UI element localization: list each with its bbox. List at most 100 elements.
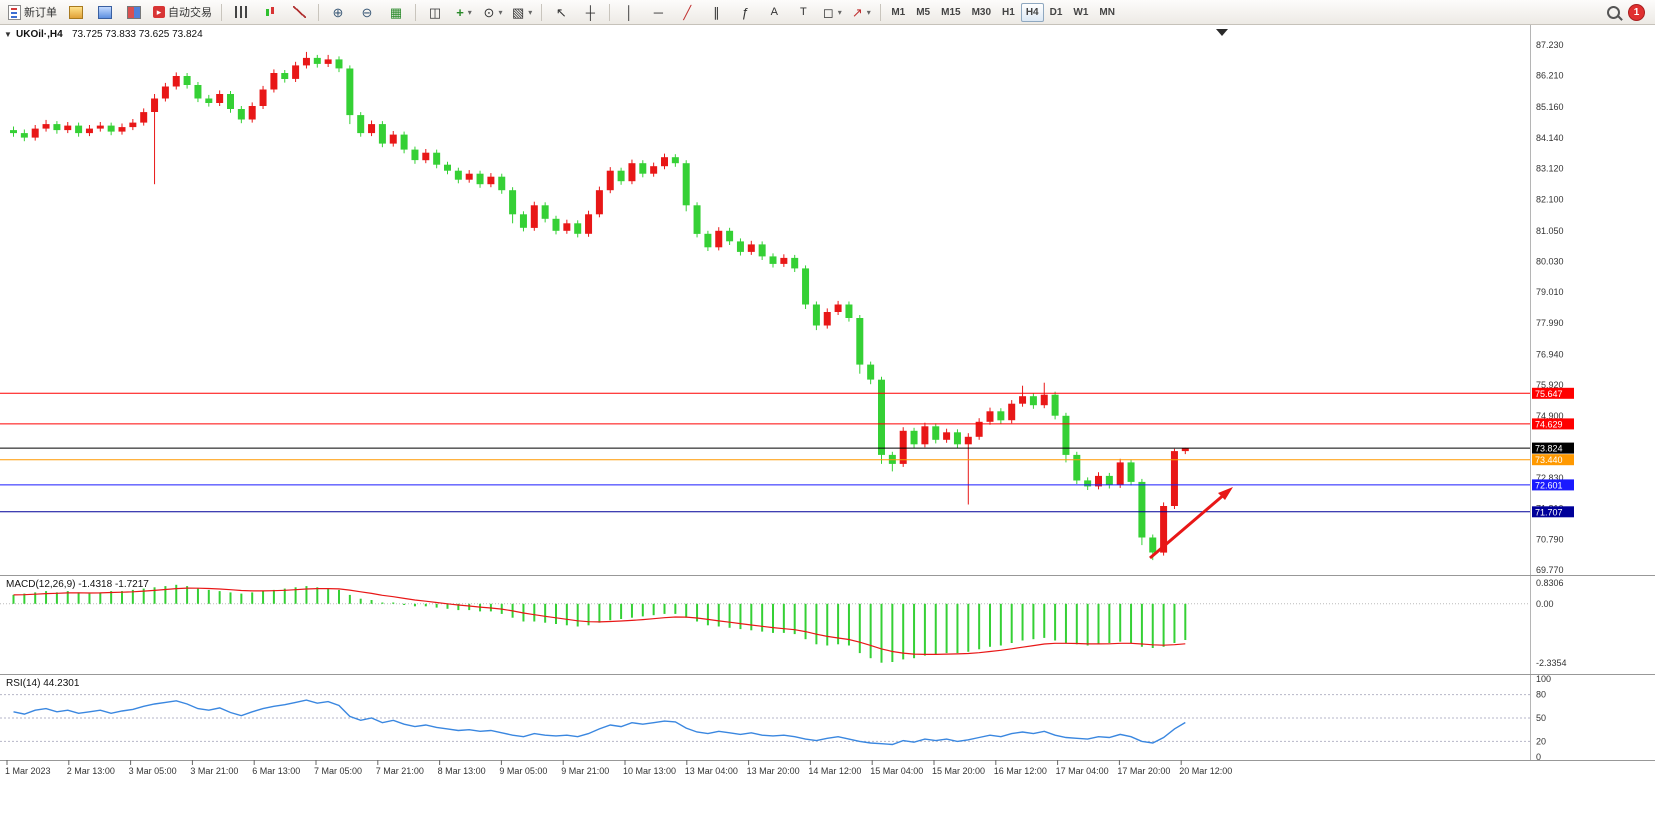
bar-chart-button[interactable] xyxy=(227,1,255,24)
fibonacci-button[interactable]: ƒ xyxy=(731,1,759,24)
time-axis-label: 1 Mar 2023 xyxy=(5,766,51,776)
candle xyxy=(400,134,408,150)
candle xyxy=(454,170,462,180)
templates-button[interactable]: ▧ ▾ xyxy=(508,1,536,24)
price-scale-label: 83.120 xyxy=(1536,164,1564,174)
notification-badge[interactable]: 1 xyxy=(1628,3,1645,21)
candle xyxy=(346,68,354,116)
candle xyxy=(194,85,202,99)
shapes-button[interactable]: ◻ ▾ xyxy=(818,1,846,24)
candle xyxy=(129,122,137,128)
timeframe-H1[interactable]: H1 xyxy=(1002,6,1015,18)
text-tool-label: A xyxy=(770,6,778,18)
candlestick-chart-icon xyxy=(264,6,276,18)
one-click-trading-toggle[interactable]: ▼ xyxy=(4,30,12,39)
timeframe-M1[interactable]: M1 xyxy=(891,6,906,18)
timeframe-H4[interactable]: H4 xyxy=(1020,2,1044,22)
candle xyxy=(671,157,679,164)
candle xyxy=(96,125,104,129)
candle xyxy=(834,304,842,312)
main-toolbar: 新订单 ▸ 自动交易 ⊕ ⊖ ▦ ◫ + ▾ ⊙ ▾ ▧ ▾ ↖ ┼ │ ─ ╱… xyxy=(0,0,1655,25)
zoom-in-button[interactable]: ⊕ xyxy=(324,1,352,24)
crosshair-button[interactable]: ┼ xyxy=(576,1,604,24)
search-icon[interactable] xyxy=(1607,5,1620,19)
candle xyxy=(541,205,549,219)
candle xyxy=(10,130,17,134)
timeframe-D1[interactable]: D1 xyxy=(1049,6,1063,18)
timeframe-MN[interactable]: MN xyxy=(1099,6,1115,18)
candle xyxy=(910,430,918,445)
time-axis[interactable]: 1 Mar 2023 2 Mar 13:00 3 Mar 05:00 3 Mar 21… xyxy=(5,760,1232,776)
candle xyxy=(1095,475,1102,487)
autotrade-button[interactable]: ▸ 自动交易 xyxy=(149,1,216,24)
candle xyxy=(563,223,571,231)
toolbar-separator xyxy=(541,3,543,21)
candle xyxy=(259,89,267,106)
candle xyxy=(606,170,614,191)
add-indicator-button[interactable]: + ▾ xyxy=(450,1,478,24)
new-order-icon xyxy=(8,4,21,20)
data-window-button[interactable] xyxy=(91,1,119,24)
timeframe-M15[interactable]: M15 xyxy=(941,6,961,18)
timeframe-W1[interactable]: W1 xyxy=(1073,6,1089,18)
candle xyxy=(498,176,506,191)
grid-button[interactable]: ▦ xyxy=(382,1,410,24)
candle xyxy=(802,268,810,305)
arrows-tool-button[interactable]: ↗ ▾ xyxy=(847,1,875,24)
price-tag xyxy=(1532,454,1574,466)
horizontal-line-icon: ─ xyxy=(653,4,663,20)
candle xyxy=(422,152,430,161)
candle xyxy=(878,379,885,455)
candle xyxy=(769,256,777,264)
new-order-button[interactable]: 新订单 xyxy=(4,1,61,24)
candle xyxy=(758,244,766,257)
candle xyxy=(313,57,321,64)
candle xyxy=(20,133,28,138)
horizontal-line-button[interactable]: ─ xyxy=(644,1,672,24)
candle xyxy=(867,364,875,380)
cursor-icon: ↖ xyxy=(555,4,567,20)
trend-arrow-head[interactable] xyxy=(1218,487,1233,500)
candle xyxy=(465,173,473,180)
time-axis-label: 15 Mar 04:00 xyxy=(870,766,923,776)
candle xyxy=(1181,448,1189,452)
candle xyxy=(476,173,484,185)
price-tag xyxy=(1532,479,1574,491)
time-axis-label: 10 Mar 13:00 xyxy=(623,766,676,776)
trendline-button[interactable]: ╱ xyxy=(673,1,701,24)
toolbar-separator xyxy=(609,3,611,21)
candle xyxy=(997,411,1005,421)
tile-windows-button[interactable]: ◫ xyxy=(421,1,449,24)
market-watch-button[interactable] xyxy=(62,1,90,24)
timeframe-M5[interactable]: M5 xyxy=(916,6,931,18)
zoom-out-button[interactable]: ⊖ xyxy=(353,1,381,24)
chart-area[interactable]: ▼ UKOil·,H4 73.725 73.833 73.625 73.824 … xyxy=(0,25,1655,827)
candlestick-chart-button[interactable] xyxy=(256,1,284,24)
crosshair-icon: ┼ xyxy=(585,4,595,20)
chevron-down-icon: ▾ xyxy=(467,7,472,17)
channel-icon: ∥ xyxy=(713,4,720,20)
bar-chart-icon xyxy=(235,6,247,18)
zoom-out-icon: ⊖ xyxy=(361,4,373,20)
periods-button[interactable]: ⊙ ▾ xyxy=(479,1,507,24)
trend-arrow[interactable] xyxy=(1149,491,1227,560)
candle xyxy=(270,73,278,90)
macd-signal-line xyxy=(13,587,1186,656)
chart-shift-marker[interactable] xyxy=(1216,29,1228,36)
cursor-button[interactable]: ↖ xyxy=(547,1,575,24)
candle xyxy=(42,124,50,129)
candle xyxy=(921,426,929,445)
channel-button[interactable]: ∥ xyxy=(702,1,730,24)
label-tool-button[interactable]: T xyxy=(789,1,817,24)
timeframe-group: M1 M5 M15 M30 H1 H4 D1 W1 MN xyxy=(886,2,1120,22)
line-chart-button[interactable] xyxy=(285,1,313,24)
candle xyxy=(530,205,538,228)
timeframe-M30[interactable]: M30 xyxy=(971,6,992,18)
price-scale-label: 77.990 xyxy=(1536,318,1564,328)
text-tool-button[interactable]: A xyxy=(760,1,788,24)
candle xyxy=(639,163,647,174)
candle xyxy=(172,76,180,87)
time-axis-label: 7 Mar 05:00 xyxy=(314,766,362,776)
navigator-button[interactable] xyxy=(120,1,148,24)
vertical-line-button[interactable]: │ xyxy=(615,1,643,24)
